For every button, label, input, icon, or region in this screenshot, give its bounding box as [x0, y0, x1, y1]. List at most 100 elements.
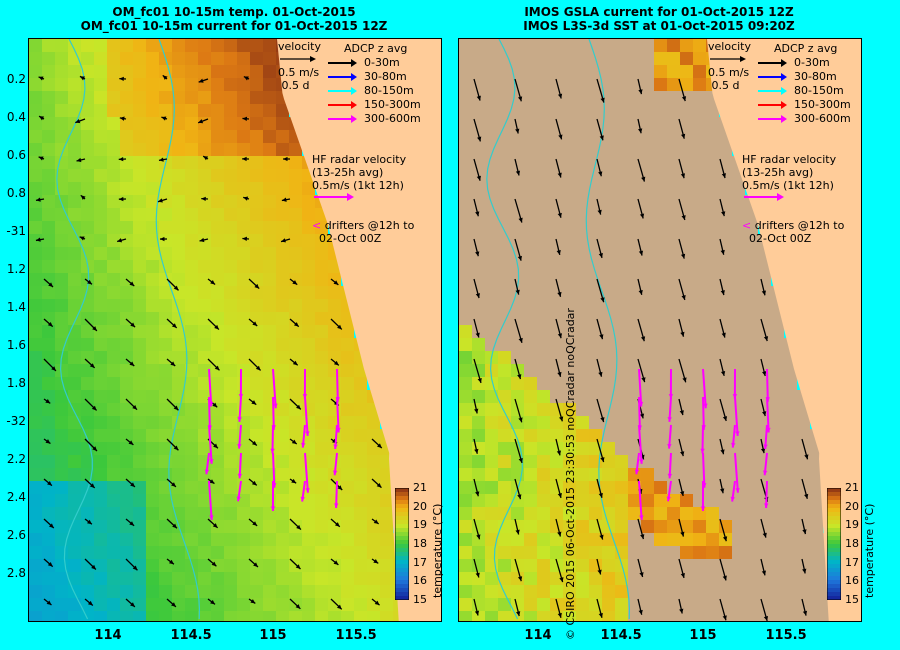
radar-arrow — [304, 396, 310, 437]
current-arrow — [243, 196, 250, 201]
current-arrow — [166, 558, 175, 565]
current-arrow — [555, 158, 562, 178]
current-arrow — [473, 278, 480, 299]
current-arrow — [166, 358, 176, 367]
current-arrow — [199, 237, 209, 243]
radar-arrow — [700, 480, 706, 511]
current-arrow — [289, 398, 302, 410]
current-arrow — [125, 478, 136, 488]
colorbar-tick-label: 20 — [413, 499, 427, 513]
current-arrow — [38, 115, 45, 121]
current-arrow — [80, 194, 86, 200]
current-arrow — [38, 76, 45, 81]
current-arrow — [678, 278, 686, 301]
current-arrow — [125, 518, 135, 527]
adcp-legend-title: ADCP z avg — [344, 42, 408, 55]
radar-arrow — [208, 424, 214, 464]
current-arrow — [330, 358, 340, 366]
current-arrow — [473, 478, 480, 497]
longitude-tick-label: 114 — [94, 628, 122, 643]
current-arrow — [248, 438, 258, 446]
current-arrow — [514, 558, 523, 582]
current-arrow — [125, 278, 135, 287]
drifters-line2: 02-Oct 00Z — [312, 232, 382, 245]
adcp-legend-arrow — [758, 73, 787, 81]
current-arrow — [166, 438, 179, 451]
latitude-tick-label: 0.6 — [6, 148, 26, 162]
current-arrow — [118, 156, 127, 162]
current-arrow — [719, 558, 727, 581]
hf-radar-arrow — [744, 193, 784, 201]
current-arrow — [637, 598, 643, 615]
right-map-panel[interactable] — [458, 38, 862, 622]
colorbar-tick-label: 15 — [413, 593, 427, 606]
current-arrow — [84, 358, 96, 369]
current-arrow — [678, 198, 686, 221]
current-arrow — [596, 398, 605, 423]
velocity-scale-arrow — [710, 56, 746, 62]
right-title: IMOS GSLA current for 01-Oct-2015 12Z IM… — [458, 5, 860, 33]
current-arrow — [555, 478, 562, 499]
current-arrow — [125, 318, 136, 328]
current-arrow — [514, 118, 520, 134]
colorbar-tick-label: 21 — [845, 481, 859, 494]
current-arrow — [248, 518, 258, 527]
current-arrow — [555, 278, 562, 297]
current-arrow — [166, 478, 177, 488]
current-arrow — [473, 238, 480, 257]
current-arrow — [289, 278, 298, 286]
current-arrow — [162, 74, 168, 80]
adcp-legend-arrow — [758, 101, 787, 109]
radar-arrow — [300, 480, 306, 502]
current-arrow — [637, 78, 643, 95]
current-arrow — [596, 438, 605, 463]
hf-radar-arrow — [314, 193, 354, 201]
land — [707, 39, 861, 621]
current-arrow — [289, 438, 298, 445]
current-arrow — [637, 558, 644, 578]
current-arrow — [207, 278, 216, 285]
velocity-title: velocity — [278, 40, 321, 53]
current-arrow — [514, 358, 522, 380]
current-arrow — [801, 518, 807, 535]
latitude-tick-label: 0.8 — [6, 186, 26, 200]
current-arrow — [161, 116, 168, 121]
current-arrow — [555, 118, 563, 140]
radar-arrow — [731, 424, 736, 448]
current-arrow — [43, 438, 51, 445]
current-arrow — [801, 598, 808, 616]
current-arrow — [514, 598, 521, 617]
adcp-legend: ADCP z avg 0-30m 30-80m 80-150m 150-300m 300-… — [326, 42, 421, 126]
left-map-panel[interactable] — [28, 38, 442, 622]
current-arrow — [79, 236, 86, 241]
current-arrow — [330, 598, 343, 610]
current-arrow — [473, 318, 480, 338]
current-arrow — [84, 398, 98, 411]
latitude-tick-label: -32 — [6, 414, 26, 428]
current-arrow — [596, 78, 605, 103]
current-arrow — [248, 278, 260, 290]
drifter-icon: < — [312, 219, 322, 232]
current-arrow — [371, 438, 383, 449]
current-arrow — [473, 158, 481, 181]
velocity-line1: 0.5 m/s — [708, 66, 750, 79]
left-map[interactable] — [29, 39, 441, 621]
current-arrow — [719, 598, 727, 621]
current-arrow — [35, 197, 45, 202]
drifter-icon: < — [742, 219, 752, 232]
radar-arrow — [238, 368, 244, 399]
current-arrow — [514, 518, 520, 535]
current-arrow — [514, 78, 523, 102]
current-arrow — [289, 598, 301, 610]
adcp-legend-item: 80-150m — [756, 84, 844, 98]
current-arrow — [125, 558, 138, 571]
current-arrow — [596, 518, 604, 540]
current-arrow — [242, 236, 250, 242]
adcp-legend-item: 30-80m — [756, 70, 837, 84]
adcp-legend-item: 150-300m — [326, 98, 421, 112]
right-map[interactable] — [459, 39, 861, 621]
velocity-line1: 0.5 m/s — [278, 66, 320, 79]
current-arrow — [166, 598, 177, 608]
current-arrow — [116, 238, 127, 243]
adcp-legend-arrow — [328, 73, 357, 81]
